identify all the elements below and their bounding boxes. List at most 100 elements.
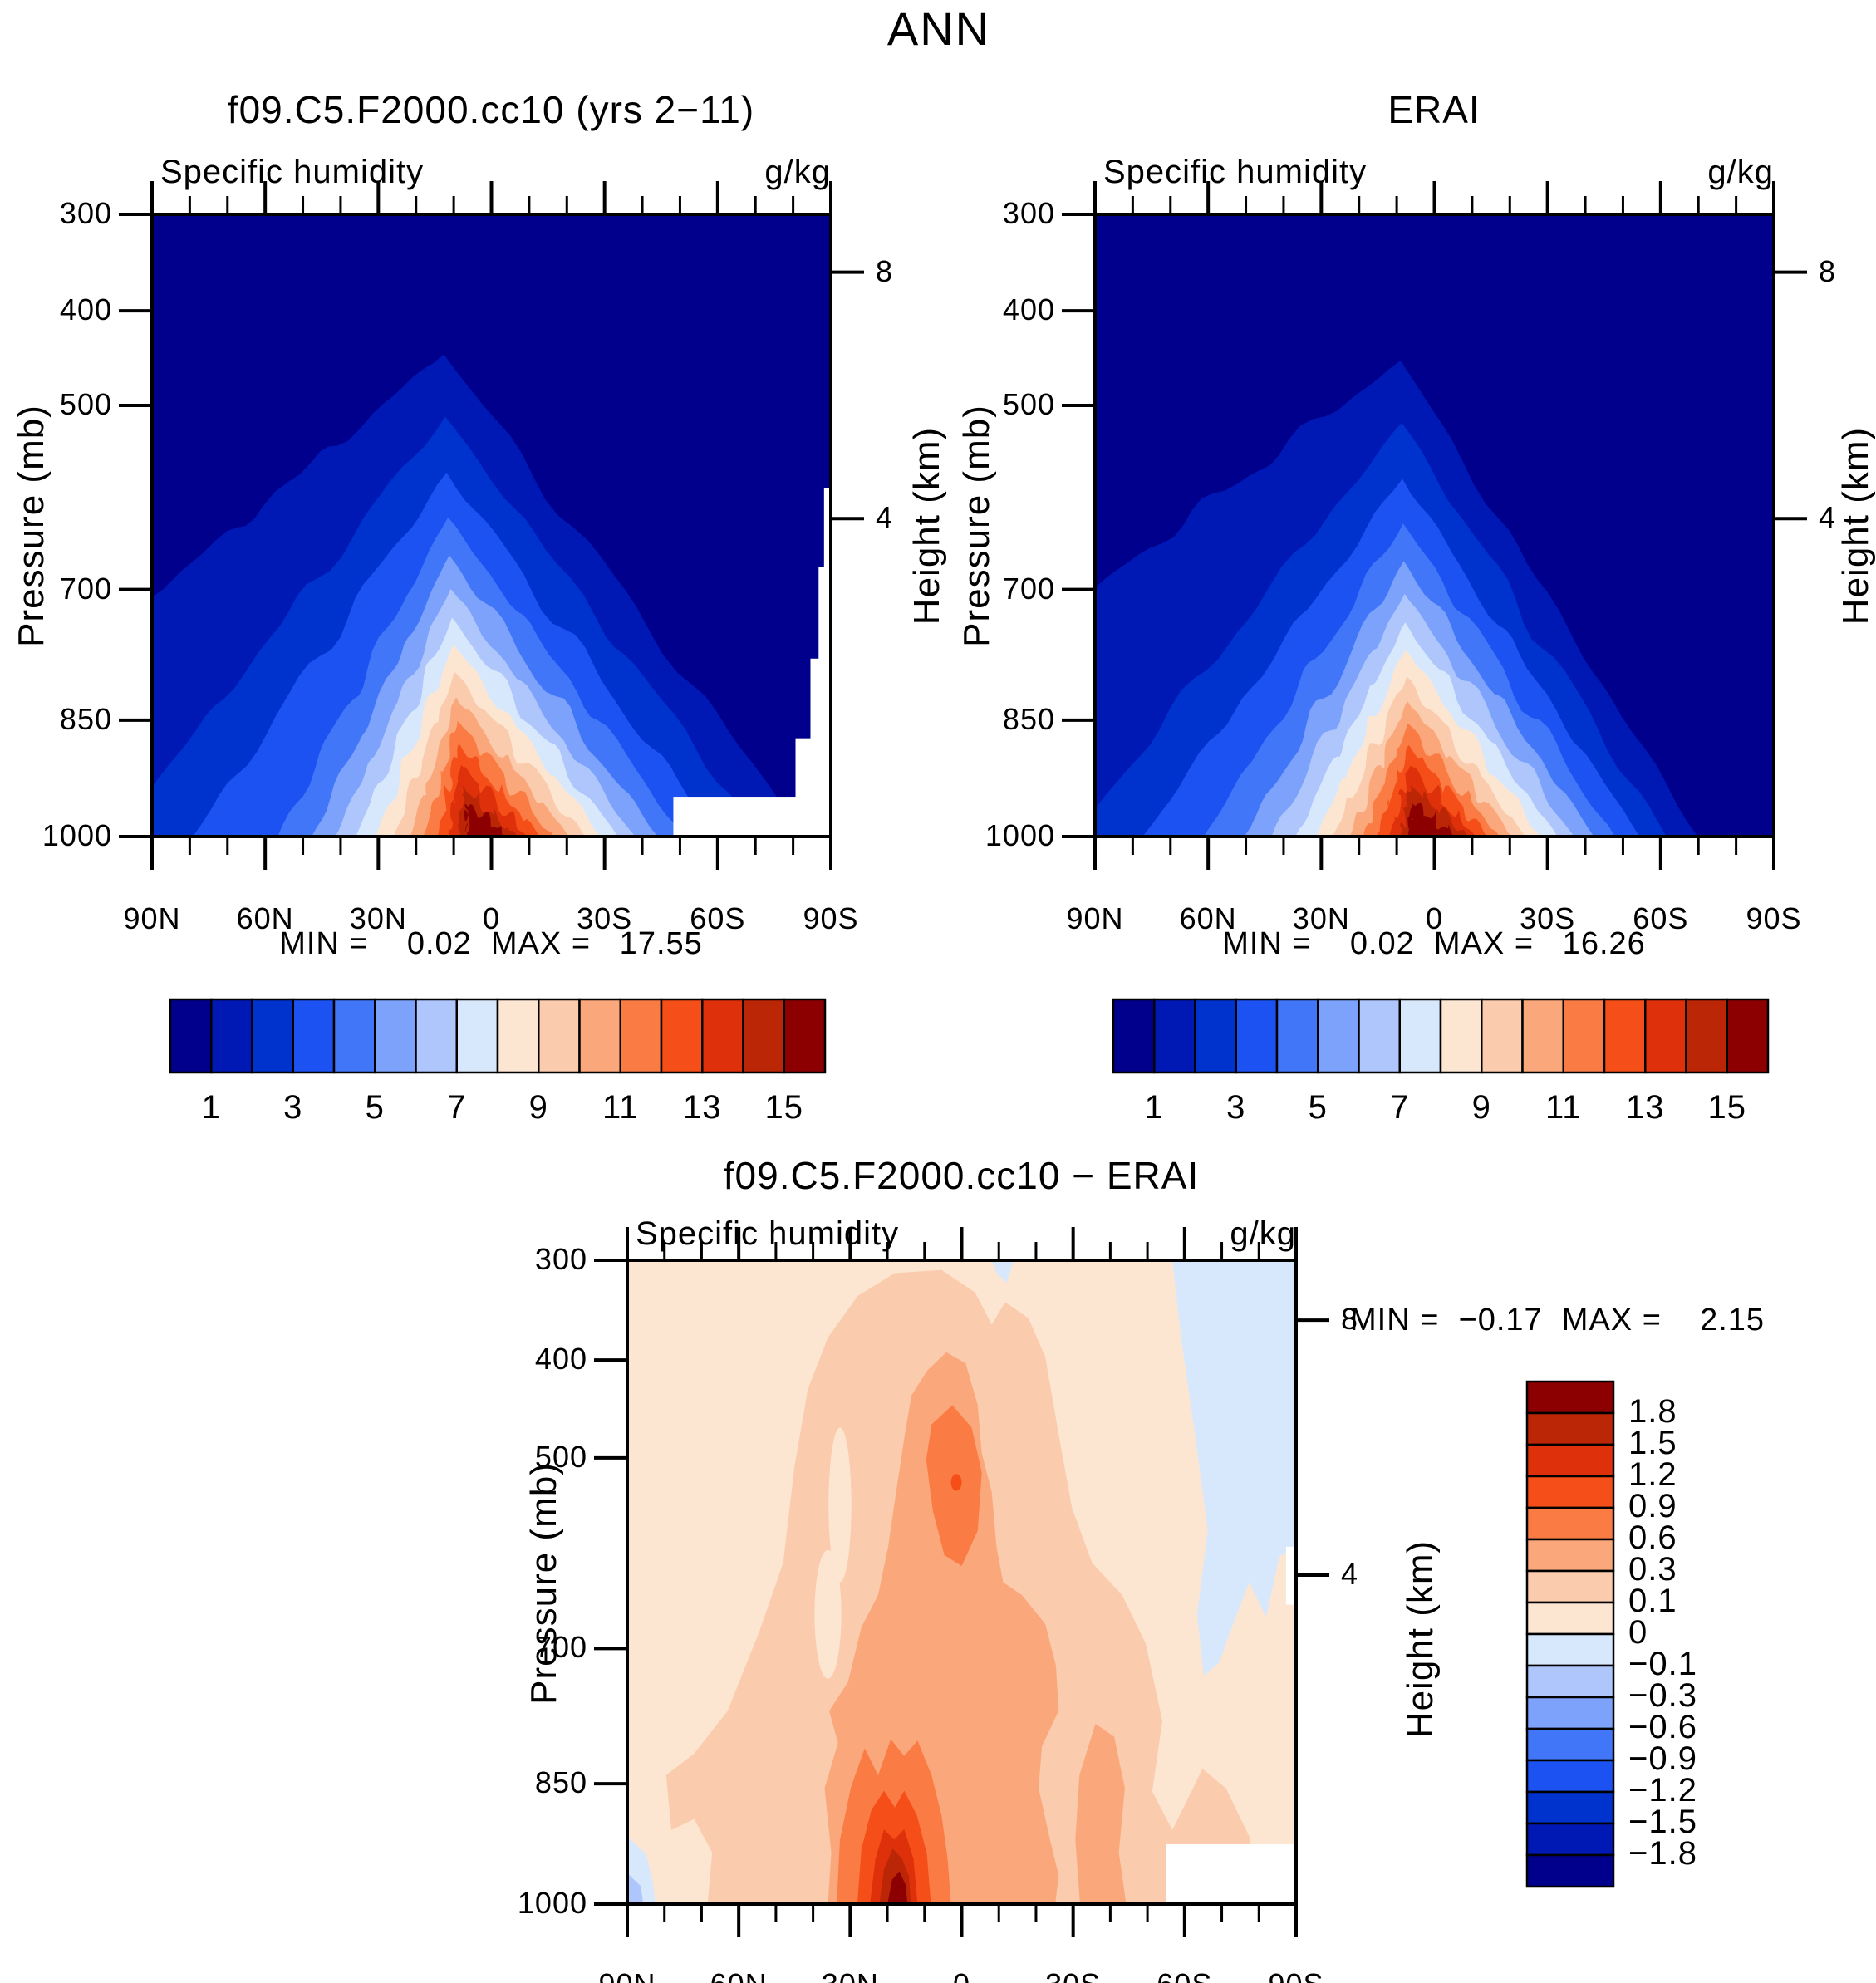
axis-ticks-panel-0 — [119, 181, 864, 870]
colorbar-diff-tick-label: 0.9 — [1628, 1488, 1677, 1524]
colorbar-tick-label: 11 — [602, 1089, 639, 1126]
panel-erai-title: ERAI — [1387, 88, 1481, 131]
pressure-tick-label: 400 — [59, 292, 112, 327]
height-tick-label: 8 — [1341, 1302, 1359, 1337]
panel-model-title: f09.C5.F2000.cc10 (yrs 2−11) — [227, 88, 755, 131]
lat-tick-label: 60S — [1633, 901, 1689, 935]
lat-tick-label: 0 — [953, 1967, 970, 1983]
axis-ticks-panel-2 — [594, 1227, 1329, 1937]
lat-tick-label: 60S — [1157, 1967, 1212, 1983]
pressure-tick-label: 700 — [534, 1630, 587, 1665]
pressure-tick-label: 500 — [534, 1439, 587, 1474]
pressure-tick-label: 1000 — [42, 818, 112, 852]
height-tick-label: 4 — [876, 500, 894, 535]
contour-field-erai — [1095, 214, 1774, 837]
lat-tick-label: 90N — [123, 901, 181, 935]
panel-diff-title: f09.C5.F2000.cc10 − ERAI — [723, 1154, 1200, 1197]
panel-erai-minmax: MIN = 0.02 MAX = 16.26 — [1222, 926, 1646, 961]
panel-model-minmax: MIN = 0.02 MAX = 17.55 — [279, 926, 703, 961]
lat-tick-label: 30N — [1292, 901, 1350, 935]
lat-tick-label: 90S — [1268, 1967, 1324, 1983]
pressure-tick-label: 700 — [1002, 571, 1055, 606]
colorbar-tick-label: 1 — [201, 1089, 221, 1126]
panel-diff-pressure-axis-title: Pressure (mb) — [523, 1462, 564, 1705]
pressure-tick-label: 400 — [534, 1342, 587, 1377]
pressure-tick-label: 300 — [534, 1242, 587, 1276]
colorbar-diff-tick-label: −0.1 — [1628, 1646, 1697, 1682]
panel-erai-pressure-axis-title: Pressure (mb) — [956, 405, 997, 647]
colorbar-diff-tick-label: −0.3 — [1628, 1677, 1697, 1714]
figure-title: ANN — [886, 2, 991, 55]
lat-tick-label: 60N — [1179, 901, 1237, 935]
height-tick-label: 8 — [1819, 253, 1837, 288]
lat-tick-label: 0 — [1425, 901, 1444, 935]
panel-model-height-axis-title: Height (km) — [906, 426, 947, 626]
panel-diff-minmax: MIN = −0.17 MAX = 2.15 — [1350, 1303, 1766, 1338]
colorbar-diff — [1525, 1380, 1615, 1888]
colorbar-tick-label: 3 — [283, 1089, 303, 1126]
panel-erai-subtitle-right: g/kg — [1707, 154, 1774, 190]
panel-erai-subtitle-left: Specific humidity — [1103, 154, 1368, 190]
lat-tick-label: 60N — [236, 901, 294, 935]
colorbar-diff-tick-label: −0.6 — [1628, 1709, 1697, 1745]
pressure-tick-label: 500 — [59, 386, 112, 421]
colorbar-tick-label: 15 — [764, 1089, 803, 1126]
colorbar-tick-label: 9 — [528, 1089, 548, 1126]
lat-tick-label: 60S — [690, 901, 746, 935]
colorbar-diff-tick-label: 1.5 — [1628, 1425, 1677, 1461]
colorbar-main-1 — [1112, 998, 1770, 1074]
lat-tick-label: 0 — [482, 901, 501, 935]
colorbar-tick-label: 7 — [1390, 1089, 1410, 1126]
pressure-tick-label: 1000 — [985, 818, 1055, 852]
panel-diff-height-axis-title: Height (km) — [1400, 1539, 1441, 1739]
colorbar-diff-tick-label: −1.8 — [1628, 1835, 1697, 1872]
colorbar-diff-tick-label: 0 — [1628, 1614, 1648, 1651]
colorbar-diff-tick-label: 0.6 — [1628, 1519, 1677, 1556]
pressure-tick-label: 700 — [59, 571, 112, 606]
height-tick-label: 4 — [1341, 1556, 1359, 1591]
panel-erai-height-axis-title: Height (km) — [1835, 426, 1876, 626]
colorbar-diff-tick-label: −1.2 — [1628, 1772, 1697, 1809]
lat-tick-label: 60N — [710, 1967, 768, 1983]
axis-ticks-panel-1 — [1062, 181, 1807, 870]
colorbar-tick-label: 5 — [1308, 1089, 1328, 1126]
lat-tick-label: 30N — [349, 901, 407, 935]
lat-tick-label: 30N — [822, 1967, 879, 1983]
colorbar-tick-label: 3 — [1226, 1089, 1246, 1126]
colorbar-diff-tick-label: 1.2 — [1628, 1456, 1677, 1493]
colorbar-main-0 — [169, 998, 827, 1074]
pressure-tick-label: 300 — [59, 196, 112, 230]
colorbar-tick-label: 13 — [683, 1089, 722, 1126]
pressure-tick-label: 850 — [1002, 701, 1055, 736]
panel-model-pressure-axis-title: Pressure (mb) — [11, 405, 52, 647]
colorbar-tick-label: 9 — [1471, 1089, 1491, 1126]
panel-model-subtitle-left: Specific humidity — [160, 154, 425, 190]
lat-tick-label: 30S — [1045, 1967, 1101, 1983]
panel-diff-subtitle-left: Specific humidity — [636, 1215, 900, 1252]
contour-field-diff — [627, 1260, 1296, 1904]
lat-tick-label: 90N — [1066, 901, 1124, 935]
colorbar-tick-label: 11 — [1545, 1089, 1582, 1126]
height-tick-label: 4 — [1819, 500, 1837, 535]
pressure-tick-label: 850 — [534, 1765, 587, 1800]
contour-field-model — [152, 214, 831, 837]
lat-tick-label: 30S — [577, 901, 633, 935]
colorbar-diff-tick-label: −0.9 — [1628, 1740, 1697, 1777]
lat-tick-label: 90S — [1746, 901, 1802, 935]
colorbar-tick-label: 1 — [1144, 1089, 1164, 1126]
panel-model-subtitle-right: g/kg — [764, 154, 831, 190]
height-tick-label: 8 — [876, 253, 894, 288]
colorbar-diff-tick-label: 0.1 — [1628, 1583, 1677, 1619]
pressure-tick-label: 850 — [59, 701, 112, 736]
colorbar-tick-label: 15 — [1707, 1089, 1746, 1126]
panel-diff-subtitle-right: g/kg — [1230, 1215, 1296, 1252]
pressure-tick-label: 300 — [1002, 196, 1055, 230]
colorbar-diff-tick-label: 1.8 — [1628, 1393, 1677, 1430]
colorbar-tick-label: 13 — [1626, 1089, 1665, 1126]
lat-tick-label: 90S — [803, 901, 859, 935]
lat-tick-label: 90N — [598, 1967, 656, 1983]
lat-tick-label: 30S — [1520, 901, 1576, 935]
colorbar-diff-tick-label: −1.5 — [1628, 1804, 1697, 1840]
